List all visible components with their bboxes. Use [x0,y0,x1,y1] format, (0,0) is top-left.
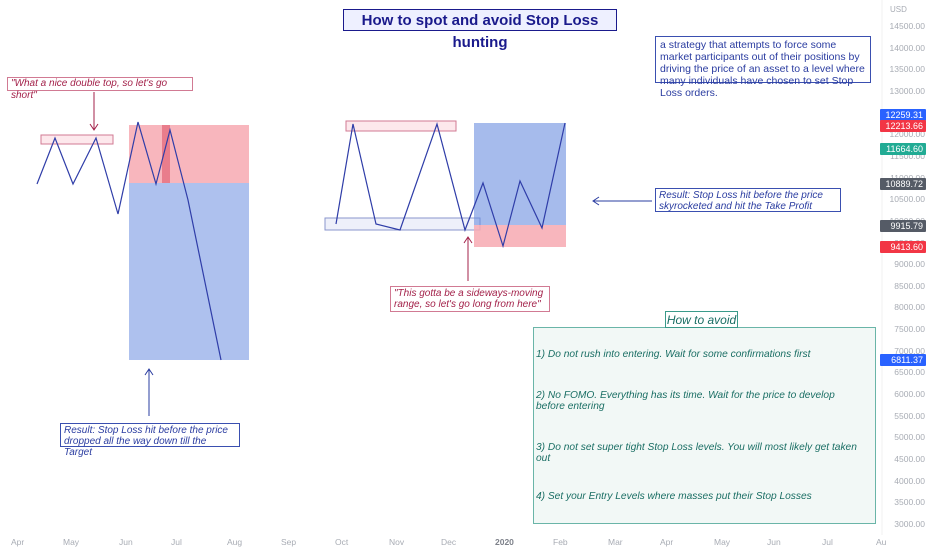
page-title: How to spot and avoid Stop Loss hunting [343,9,617,51]
time-tick-label: May [714,537,731,547]
time-tick-label: Mar [608,537,623,547]
price-tick-label: 11000.00 [887,173,925,183]
range-top-highlight [345,120,457,132]
price-tick-label: 6500.00 [894,367,925,378]
time-tick-label: Jul [171,537,182,547]
double-top-highlight [40,134,114,145]
price-tick-label: 6000.00 [894,389,925,400]
price-tag: 9915.79 [880,220,926,232]
time-tick-label: Apr [11,537,25,547]
how-to-avoid-panel: 1) Do not rush into entering. Wait for s… [533,327,876,524]
result-long-note: Result: Stop Loss hit before the price s… [655,188,841,212]
stop-loss-zone-short [129,125,249,183]
time-tick-label: Apr [660,537,674,547]
price-tag: 9413.60 [880,241,926,253]
tip-1: 1) Do not rush into entering. Wait for s… [536,349,811,360]
price-tick-label: 4000.00 [894,475,925,486]
time-tick-label: 2020 [495,537,514,547]
price-tick-label: 5500.00 [894,410,925,421]
time-tick-label: Dec [441,537,457,547]
tip-2: 2) No FOMO. Everything has its time. Wai… [536,390,835,412]
tip-4: 4) Set your Entry Levels where masses pu… [536,491,812,502]
price-tick-label: 12000.00 [889,129,925,140]
time-tick-label: Feb [553,537,568,547]
price-tag: 11664.60 [880,143,926,155]
price-tick-label: 7000.00 [894,345,925,356]
double-top-arrowhead [89,123,99,131]
target-zone-long [474,123,566,225]
result-short-note: Result: Stop Loss hit before the price d… [60,423,240,458]
price-tick-label: 8500.00 [894,280,925,291]
price-tick-label: 5000.00 [894,432,925,443]
price-tag: 10889.72 [880,178,926,190]
price-tag: 6811.37 [880,354,926,366]
price-tick-label: 10500.00 [889,194,925,205]
definition-note: a strategy that attempts to force some m… [655,36,871,99]
double-top-note: "What a nice double top, so let's go sho… [7,77,193,101]
time-tick-label: Nov [389,537,405,547]
price-tag: 12213.66 [880,120,926,132]
price-tick-label: 14500.00 [889,21,925,31]
stop-loss-spike-marker [162,125,170,183]
time-tick-label: Jul [822,537,833,547]
price-tick-label: 4500.00 [894,454,925,464]
target-zone-short [129,183,249,360]
time-tick-label: Jun [767,537,781,547]
price-tick-label: 3000.00 [894,518,925,529]
time-tick-label: Au [876,537,887,547]
price-tick-label: 14000.00 [889,42,925,53]
range-long-note: "This gotta be a sideways-moving range, … [390,286,550,312]
price-tick-label: 11500.00 [890,150,925,161]
price-tick-label: 8000.00 [894,302,925,313]
tip-3: 3) Do not set super tight Stop Loss leve… [536,442,857,464]
currency-label: USD [890,5,907,14]
price-tick-label: 13500.00 [889,64,925,75]
price-path-long [335,121,566,249]
result-long-arrowhead [592,196,600,206]
how-to-avoid-title: How to avoid [665,311,738,328]
time-tick-label: Oct [335,537,349,547]
price-tick-label: 7500.00 [894,324,925,335]
time-tick-label: Jun [119,537,133,547]
range-long-arrowhead [463,236,473,244]
time-tick-label: May [63,537,80,547]
price-path-short [36,121,222,361]
price-tick-label: 13000.00 [889,85,925,96]
stop-loss-zone-long [474,225,566,247]
time-tick-label: Aug [227,537,243,547]
price-tick-label: 3500.00 [894,497,925,508]
price-tag: 12259.31 [880,109,926,121]
time-tick-label: Sep [281,537,297,547]
result-short-arrowhead [144,368,154,376]
price-tick-label: 9000.00 [894,259,925,270]
